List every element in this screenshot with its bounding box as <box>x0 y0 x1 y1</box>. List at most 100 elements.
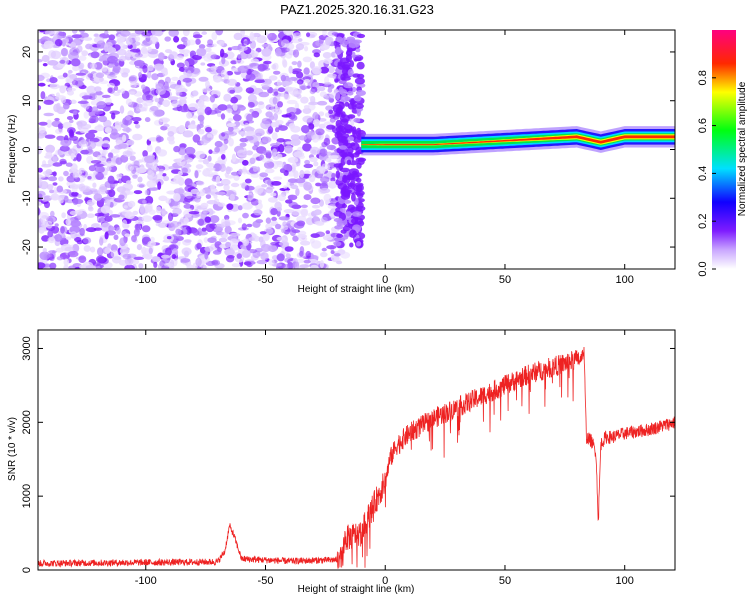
noise-blob <box>158 52 165 61</box>
noise-blob <box>202 158 210 165</box>
noise-blob <box>38 207 41 216</box>
noise-blob <box>340 251 351 259</box>
noise-blob <box>171 254 177 260</box>
noise-blob <box>275 119 284 125</box>
noise-blob <box>176 44 186 50</box>
transition-blob <box>353 95 362 102</box>
noise-blob <box>325 230 330 235</box>
noise-blob <box>296 220 306 227</box>
noise-blob <box>55 128 64 134</box>
noise-blob <box>46 184 54 190</box>
noise-blob <box>303 259 311 264</box>
noise-blob <box>207 191 217 195</box>
snr-ylabel: SNR (10 * v/v) <box>7 417 18 481</box>
noise-blob <box>38 74 45 82</box>
transition-blob <box>345 50 353 57</box>
noise-blob <box>289 227 297 237</box>
noise-blob <box>148 65 154 72</box>
transition-blob <box>349 242 354 248</box>
noise-blob <box>214 146 221 153</box>
noise-blob <box>68 129 74 138</box>
noise-blob <box>201 105 207 109</box>
x-tick-label: 50 <box>499 274 511 286</box>
noise-blob <box>184 146 196 155</box>
noise-blob <box>241 249 251 258</box>
noise-blob <box>208 149 213 154</box>
noise-blob <box>72 110 78 115</box>
noise-blob <box>278 216 290 221</box>
noise-blob <box>69 225 81 234</box>
noise-blob <box>179 143 187 149</box>
noise-blob <box>148 187 159 191</box>
noise-blob <box>65 162 73 167</box>
transition-blob <box>355 205 366 212</box>
noise-blob <box>56 256 64 261</box>
transition-blob <box>347 114 356 119</box>
noise-blob <box>290 184 299 190</box>
noise-blob <box>96 255 105 264</box>
noise-blob <box>284 145 293 154</box>
noise-blob <box>118 194 125 200</box>
noise-blob <box>47 230 54 238</box>
noise-blob <box>173 188 185 195</box>
colorbar-tick-label: 0.0 <box>697 261 709 276</box>
transition-blob <box>338 86 344 95</box>
noise-blob <box>259 231 267 235</box>
noise-blob <box>70 99 77 105</box>
noise-blob <box>71 30 78 34</box>
noise-blob <box>122 127 132 133</box>
noise-blob <box>154 167 160 172</box>
noise-blob <box>248 62 257 67</box>
transition-blob <box>341 153 346 159</box>
noise-blob <box>163 175 170 182</box>
noise-blob <box>198 76 209 82</box>
noise-blob <box>60 47 69 57</box>
noise-blob <box>252 145 259 151</box>
x-tick-label: 50 <box>499 575 511 587</box>
noise-blob <box>80 139 87 145</box>
colorbar-tick-label: 0.4 <box>697 166 709 181</box>
transition-blob <box>351 193 356 202</box>
noise-blob <box>258 236 264 243</box>
noise-blob <box>322 30 327 37</box>
noise-blob <box>198 44 206 50</box>
noise-blob <box>247 94 257 103</box>
noise-blob <box>268 75 278 81</box>
noise-blob <box>39 181 49 190</box>
noise-blob <box>255 219 264 224</box>
noise-blob <box>63 258 70 266</box>
noise-blob <box>178 125 186 134</box>
noise-blob <box>126 180 132 185</box>
transition-blob <box>338 162 344 170</box>
noise-blob <box>49 189 55 194</box>
noise-blob <box>41 54 50 63</box>
noise-blob <box>50 210 55 218</box>
noise-blob <box>242 212 249 219</box>
noise-blob <box>285 113 292 118</box>
noise-blob <box>72 172 79 179</box>
noise-blob <box>286 171 297 177</box>
noise-blob <box>70 220 82 227</box>
noise-blob <box>312 111 319 120</box>
noise-blob <box>47 176 58 182</box>
y-tick-label: -20 <box>21 239 33 255</box>
noise-blob <box>90 190 99 195</box>
noise-blob <box>220 113 226 120</box>
noise-blob <box>171 100 183 108</box>
noise-blob <box>312 49 321 55</box>
noise-blob <box>205 194 212 200</box>
noise-blob <box>114 121 121 129</box>
noise-blob <box>326 124 336 130</box>
noise-blob <box>83 111 90 119</box>
noise-blob <box>210 65 218 71</box>
noise-blob <box>104 127 112 134</box>
noise-blob <box>261 184 268 188</box>
noise-blob <box>309 156 318 163</box>
noise-blob <box>277 92 288 97</box>
noise-blob <box>167 131 175 137</box>
noise-blob <box>114 62 119 67</box>
noise-blob <box>111 128 118 136</box>
noise-blob <box>233 32 243 41</box>
noise-blob <box>238 168 243 175</box>
noise-blob <box>172 107 183 111</box>
